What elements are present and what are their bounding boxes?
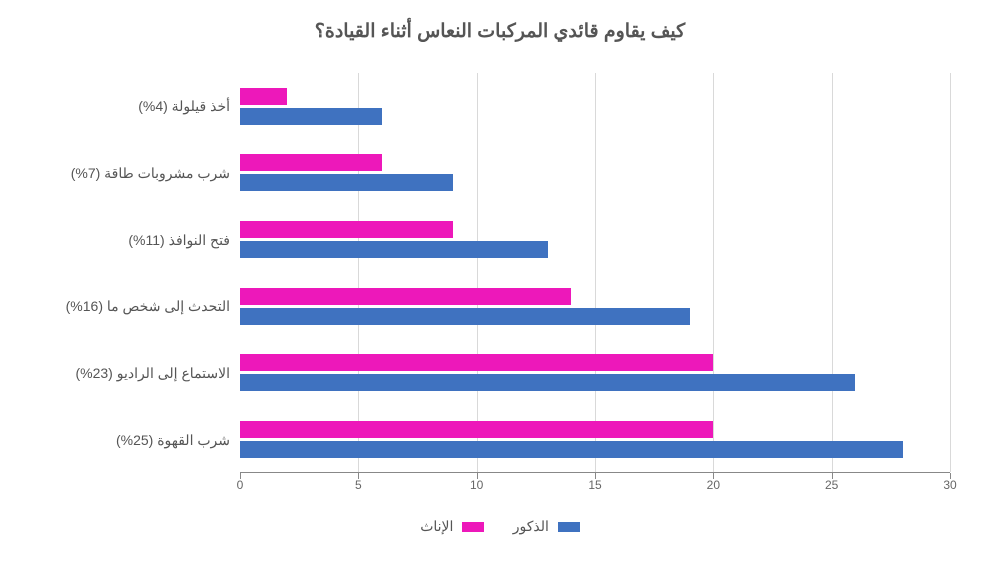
bar-males xyxy=(240,441,903,458)
category-group: شرب مشروبات طاقة (7%) xyxy=(240,140,950,207)
chart-title: كيف يقاوم قائدي المركبات النعاس أثناء ال… xyxy=(40,20,960,43)
bar-females xyxy=(240,354,713,371)
x-tick-label: 30 xyxy=(943,478,956,492)
legend-swatch-blue xyxy=(558,522,580,532)
legend-swatch-pink xyxy=(462,522,484,532)
category-label: شرب القهوة (25%) xyxy=(50,431,240,449)
category-group: أخذ قيلولة (4%) xyxy=(240,73,950,140)
bar-males xyxy=(240,174,453,191)
x-axis: 051015202530 xyxy=(240,473,950,503)
category-group: شرب القهوة (25%) xyxy=(240,406,950,473)
bar-females xyxy=(240,288,571,305)
bar-males xyxy=(240,308,690,325)
category-group: فتح النوافذ (11%) xyxy=(240,206,950,273)
legend-item-males: الذكور xyxy=(513,518,580,535)
category-label: فتح النوافذ (11%) xyxy=(50,231,240,249)
x-tick-label: 15 xyxy=(588,478,601,492)
x-tick-label: 20 xyxy=(707,478,720,492)
x-tick-label: 5 xyxy=(355,478,362,492)
chart-area: أخذ قيلولة (4%)شرب مشروبات طاقة (7%)فتح … xyxy=(240,73,950,513)
category-label: التحدث إلى شخص ما (16%) xyxy=(50,297,240,315)
legend-item-females: الإناث xyxy=(420,518,484,535)
category-label: أخذ قيلولة (4%) xyxy=(50,97,240,115)
legend-label-females: الإناث xyxy=(420,518,453,534)
x-tick-label: 0 xyxy=(237,478,244,492)
bar-females xyxy=(240,421,713,438)
bar-females xyxy=(240,221,453,238)
plot-region: أخذ قيلولة (4%)شرب مشروبات طاقة (7%)فتح … xyxy=(240,73,950,473)
x-tick-label: 25 xyxy=(825,478,838,492)
bar-males xyxy=(240,241,548,258)
category-group: التحدث إلى شخص ما (16%) xyxy=(240,273,950,340)
bar-males xyxy=(240,108,382,125)
legend: الذكور الإناث xyxy=(40,518,960,536)
bar-males xyxy=(240,374,855,391)
bar-females xyxy=(240,88,287,105)
bar-females xyxy=(240,154,382,171)
category-label: الاستماع إلى الراديو (23%) xyxy=(50,364,240,382)
category-group: الاستماع إلى الراديو (23%) xyxy=(240,340,950,407)
gridline xyxy=(950,73,951,472)
x-tick-label: 10 xyxy=(470,478,483,492)
legend-label-males: الذكور xyxy=(513,518,549,534)
category-label: شرب مشروبات طاقة (7%) xyxy=(50,164,240,182)
